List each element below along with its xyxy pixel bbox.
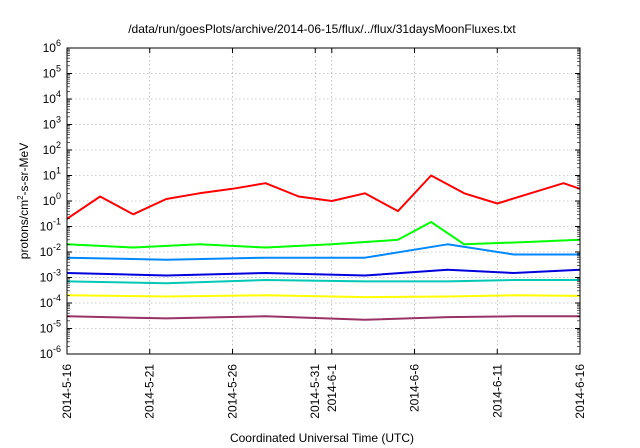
y-tick-label: 102	[43, 140, 61, 157]
series-line	[66, 221, 581, 249]
y-tick-label-exponent: -3	[53, 268, 61, 278]
y-axis-label-sup: 2	[16, 195, 25, 200]
x-axis-label: Coordinated Universal Time (UTC)	[230, 431, 414, 445]
y-axis-label-suffix: -s-sr-MeV	[17, 143, 31, 196]
y-tick-label-exponent: 6	[56, 38, 61, 48]
y-tick-label-base: 10	[43, 169, 57, 183]
y-tick-label: 104	[43, 89, 61, 106]
chart-title: /data/run/goesPlots/archive/2014-06-15/f…	[128, 22, 516, 36]
series-line	[66, 315, 580, 321]
y-axis-label: protons/cm2-s-sr-MeV	[16, 143, 31, 259]
y-tick-label-exponent: 5	[56, 64, 61, 74]
y-tick-label: 10-5	[40, 319, 61, 336]
y-tick-label: 10-4	[40, 293, 61, 310]
y-tick-label-exponent: 4	[56, 89, 61, 99]
y-tick-label: 106	[43, 38, 61, 55]
y-tick-label-exponent: -1	[53, 217, 61, 227]
y-tick-label-base: 10	[40, 322, 54, 336]
y-tick-label-exponent: -6	[53, 344, 61, 354]
x-tick-label: 2014-5-26	[225, 364, 239, 419]
x-tick-label: 2014-6-16	[573, 364, 587, 419]
y-tick-label: 103	[43, 115, 61, 132]
y-tick-label-base: 10	[43, 67, 57, 81]
series-line	[66, 294, 581, 299]
y-tick-label: 10-3	[40, 268, 61, 285]
x-tick-label: 2014-6-6	[408, 364, 422, 412]
y-tick-label-exponent: 0	[56, 191, 61, 201]
axis-ticks: 10-610-510-410-310-210-11001011021031041…	[40, 38, 587, 419]
y-tick-label-base: 10	[43, 118, 57, 132]
x-tick-label: 2014-5-31	[308, 364, 322, 419]
y-tick-label-base: 10	[40, 245, 54, 259]
y-tick-label-base: 10	[43, 92, 57, 106]
y-tick-label: 105	[43, 64, 61, 81]
y-tick-label: 10-6	[40, 344, 61, 361]
series-line	[66, 279, 580, 285]
y-tick-label-exponent: 1	[56, 166, 61, 176]
series-group	[66, 174, 581, 321]
x-tick-label: 2014-5-21	[143, 364, 157, 419]
y-tick-label: 100	[43, 191, 61, 208]
x-tick-label: 2014-6-11	[490, 364, 504, 418]
series-line	[66, 174, 581, 220]
y-tick-label-base: 10	[43, 194, 57, 208]
y-tick-label-exponent: -5	[53, 319, 61, 329]
y-axis-label-prefix: protons/cm	[17, 200, 31, 259]
y-tick-label-base: 10	[40, 271, 54, 285]
y-tick-label: 101	[43, 166, 61, 183]
y-tick-label-base: 10	[43, 143, 57, 157]
y-tick-label-exponent: -2	[53, 242, 61, 252]
y-tick-label: 10-2	[40, 242, 61, 259]
series-line	[66, 268, 581, 277]
x-tick-label: 2014-6-1	[325, 364, 339, 412]
series-line	[66, 243, 580, 261]
y-tick-label-base: 10	[40, 347, 54, 361]
y-tick-label-base: 10	[40, 220, 54, 234]
y-tick-label-exponent: -4	[53, 293, 61, 303]
y-tick-label-exponent: 2	[56, 140, 61, 150]
y-tick-label-exponent: 3	[56, 115, 61, 125]
x-tick-label: 2014-5-16	[60, 364, 74, 419]
y-tick-label: 10-1	[40, 217, 61, 234]
y-tick-label-base: 10	[40, 296, 54, 310]
y-tick-label-base: 10	[43, 41, 57, 55]
